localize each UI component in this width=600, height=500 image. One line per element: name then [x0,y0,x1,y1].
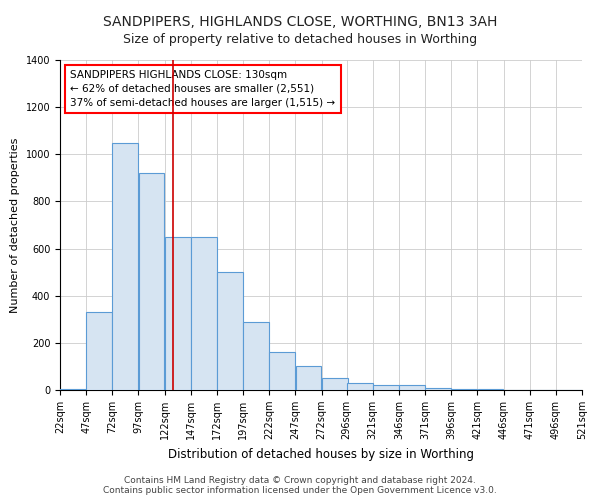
X-axis label: Distribution of detached houses by size in Worthing: Distribution of detached houses by size … [168,448,474,460]
Bar [322,378,347,390]
Y-axis label: Number of detached properties: Number of detached properties [10,138,20,312]
Bar [347,383,373,390]
Bar [86,312,112,390]
Bar [165,237,191,390]
Text: SANDPIPERS HIGHLANDS CLOSE: 130sqm
← 62% of detached houses are smaller (2,551)
: SANDPIPERS HIGHLANDS CLOSE: 130sqm ← 62%… [70,70,335,108]
Bar [139,173,164,390]
Bar [269,352,295,390]
Text: Contains HM Land Registry data © Crown copyright and database right 2024.
Contai: Contains HM Land Registry data © Crown c… [103,476,497,495]
Bar [217,272,243,390]
Bar [451,389,477,390]
Bar [191,237,217,390]
Text: SANDPIPERS, HIGHLANDS CLOSE, WORTHING, BN13 3AH: SANDPIPERS, HIGHLANDS CLOSE, WORTHING, B… [103,15,497,29]
Text: Size of property relative to detached houses in Worthing: Size of property relative to detached ho… [123,32,477,46]
Bar [112,142,139,390]
Bar [243,322,269,390]
Bar [373,386,399,390]
Bar [399,386,425,390]
Bar [60,389,86,390]
Bar [296,366,322,390]
Bar [425,388,451,390]
